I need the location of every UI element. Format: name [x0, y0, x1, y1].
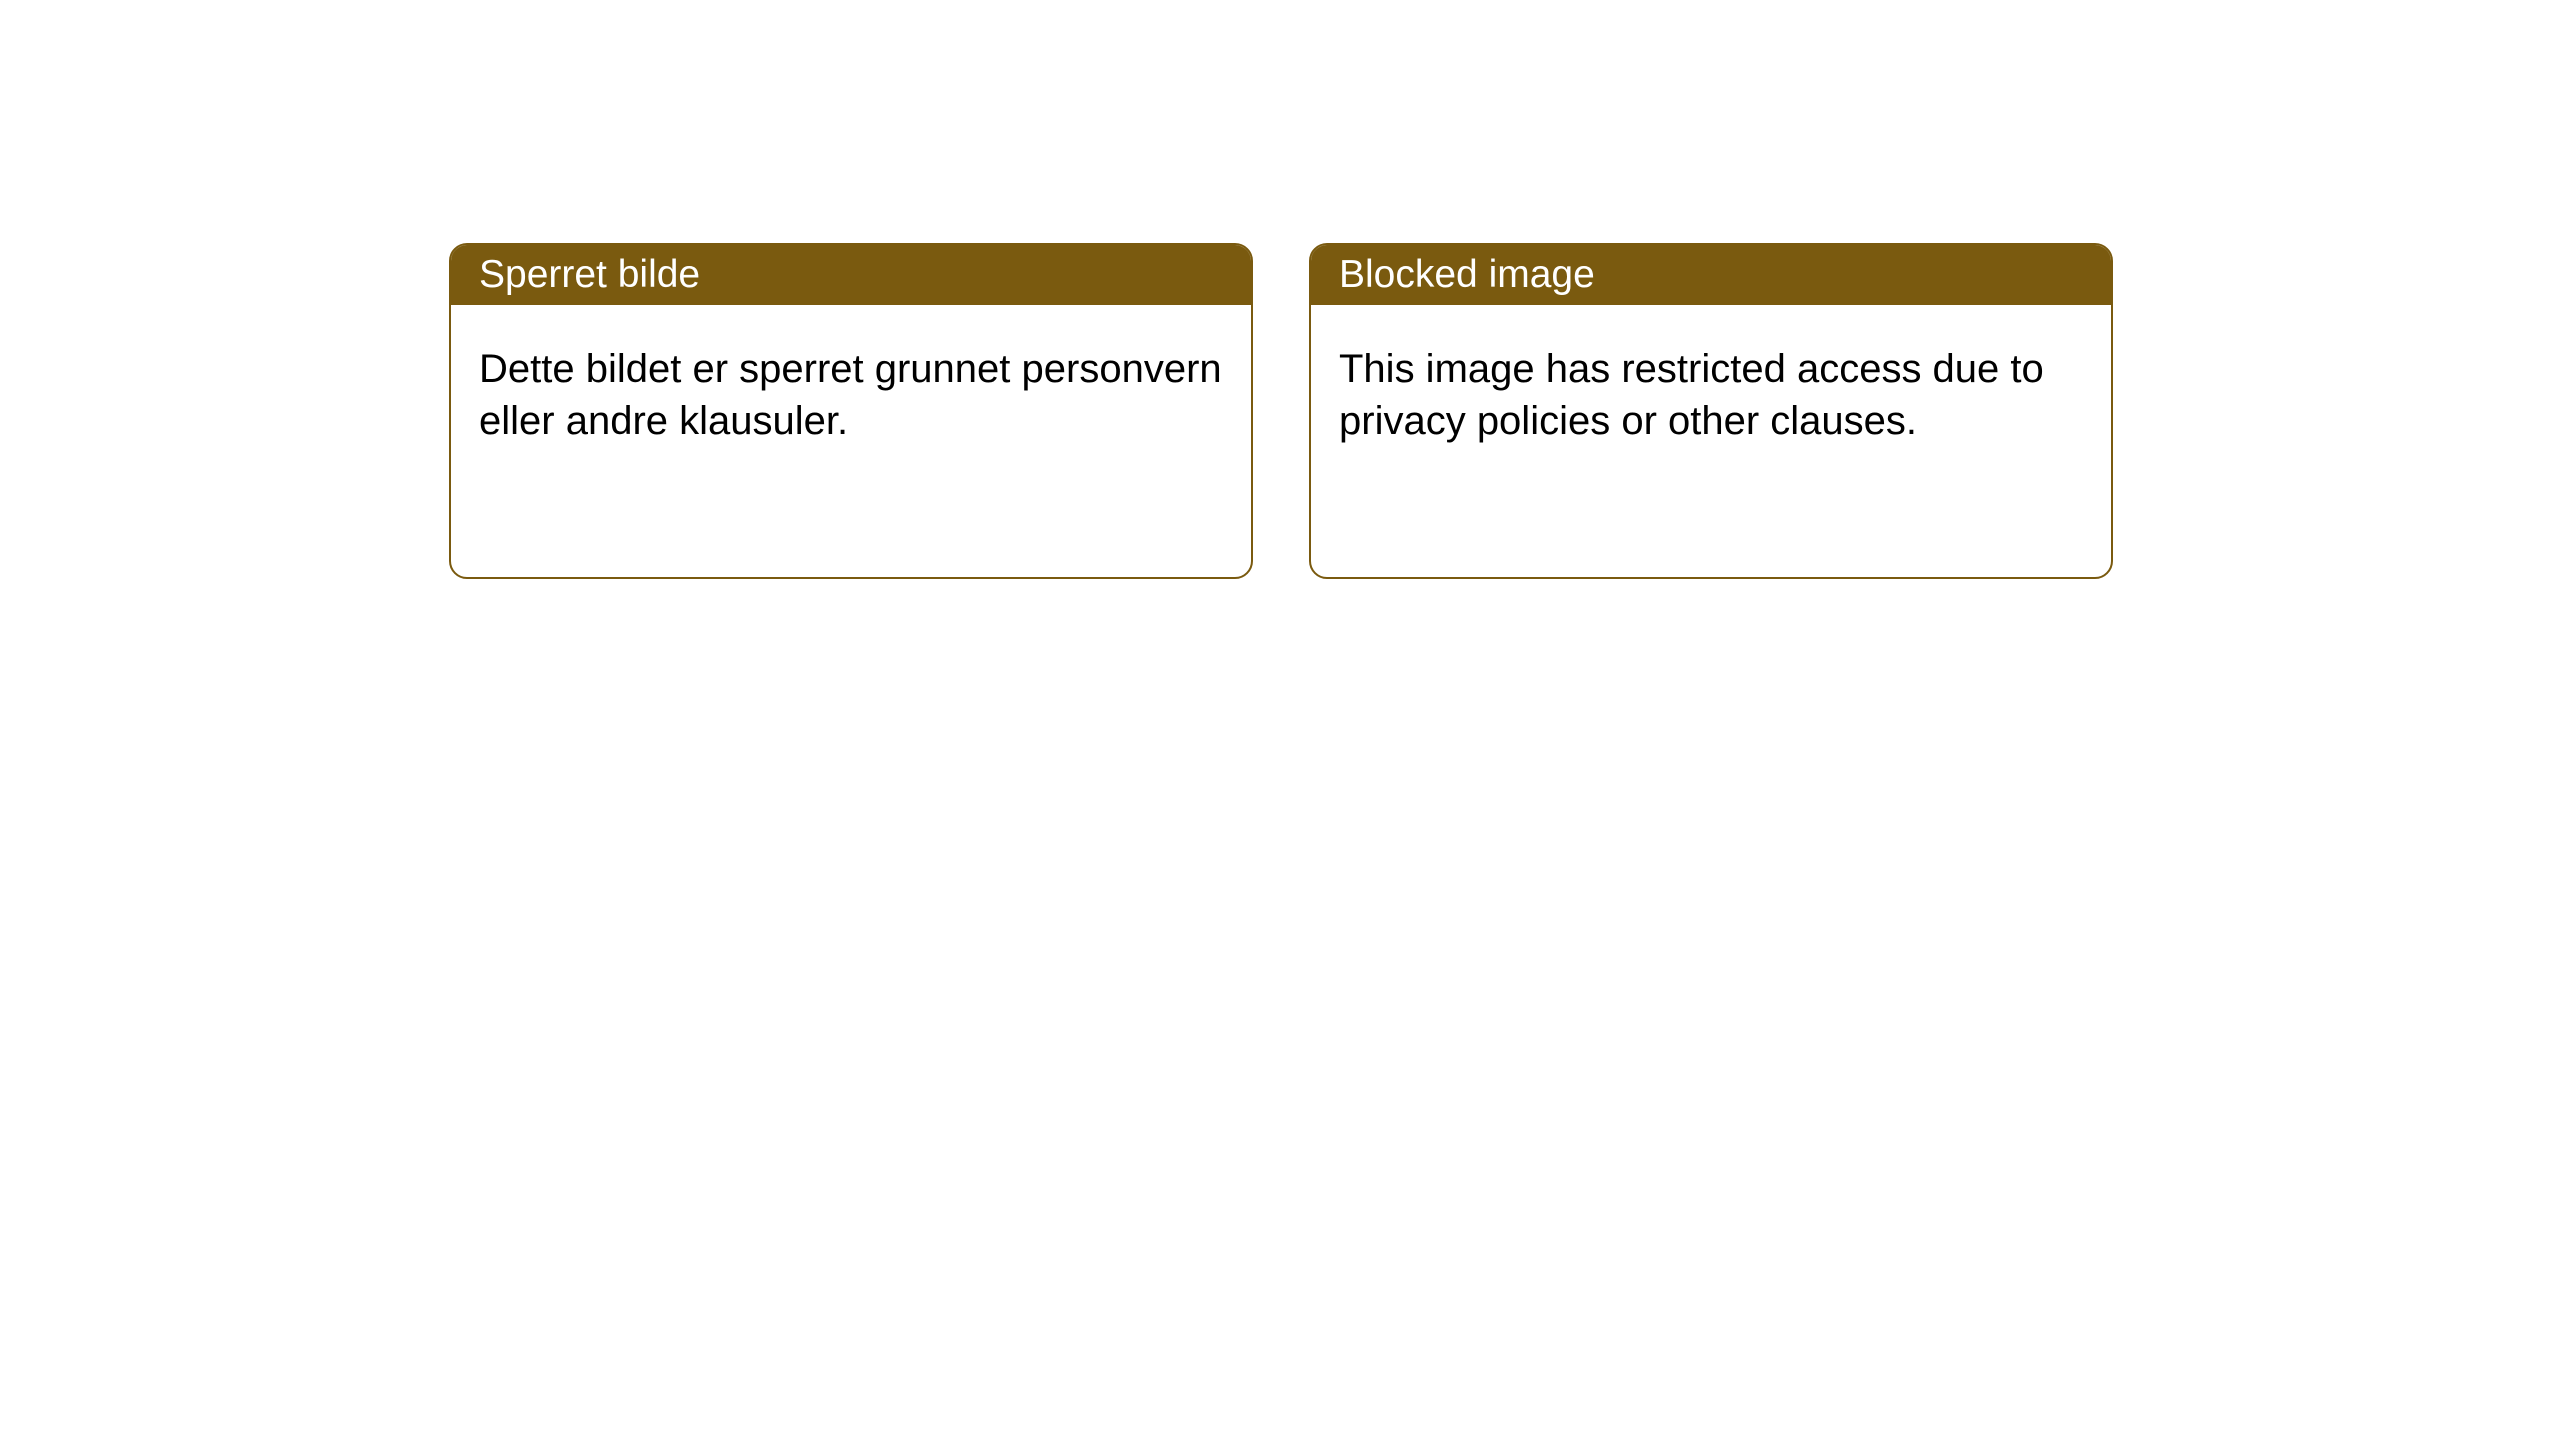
notice-title-nb: Sperret bilde: [479, 253, 700, 297]
notice-body-nb: Dette bildet er sperret grunnet personve…: [451, 305, 1251, 485]
notice-card-en: Blocked image This image has restricted …: [1309, 243, 2113, 579]
notice-card-nb: Sperret bilde Dette bildet er sperret gr…: [449, 243, 1253, 579]
notice-header-nb: Sperret bilde: [451, 245, 1251, 305]
notice-body-en: This image has restricted access due to …: [1311, 305, 2111, 485]
notice-body-text-en: This image has restricted access due to …: [1339, 347, 2044, 443]
notice-container: Sperret bilde Dette bildet er sperret gr…: [0, 0, 2560, 579]
notice-header-en: Blocked image: [1311, 245, 2111, 305]
notice-body-text-nb: Dette bildet er sperret grunnet personve…: [479, 347, 1222, 443]
notice-title-en: Blocked image: [1339, 253, 1595, 297]
